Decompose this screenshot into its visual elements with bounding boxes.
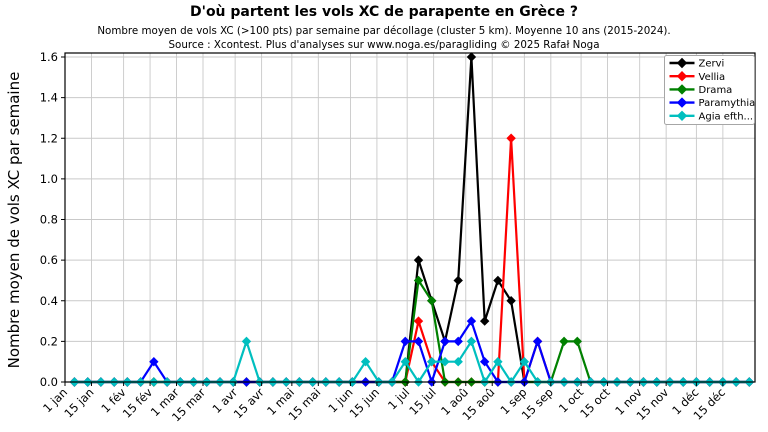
series-marker-paramythia bbox=[532, 336, 543, 347]
series-line-drama bbox=[74, 279, 750, 384]
series-marker-agia-efth- bbox=[519, 356, 530, 367]
series-marker-agia-efth- bbox=[400, 356, 410, 367]
series-marker-agia-efth- bbox=[427, 356, 437, 367]
series-marker-vellia bbox=[413, 316, 424, 326]
x-tick-label: 15 fév bbox=[120, 385, 156, 421]
chart-subtitle: Nombre moyen de vols XC (>100 pts) par s… bbox=[97, 25, 671, 37]
legend-item-label: Zervi bbox=[699, 59, 725, 70]
series-marker-zervi bbox=[413, 255, 424, 265]
series-marker-zervi bbox=[506, 296, 516, 306]
chart-source-credit: Source : Xcontest. Plus d'analyses sur w… bbox=[168, 39, 600, 51]
series-marker-paramythia bbox=[400, 336, 410, 347]
legend-marker bbox=[676, 84, 688, 95]
series-marker-drama bbox=[427, 296, 437, 306]
plot-border bbox=[64, 52, 756, 383]
series-marker-drama bbox=[559, 336, 569, 347]
legend-marker bbox=[676, 97, 688, 108]
series-marker-agia-efth- bbox=[241, 336, 252, 347]
series-marker-paramythia bbox=[479, 356, 490, 367]
x-tick-label: 15 oct bbox=[577, 385, 613, 421]
series-marker-agia-efth- bbox=[360, 356, 371, 367]
series-marker-agia-efth- bbox=[440, 356, 450, 367]
x-tick-label: 15 jul bbox=[406, 385, 439, 418]
y-tick-label: 0.8 bbox=[40, 213, 58, 227]
legend-item-label: Agia efth... bbox=[699, 111, 754, 122]
series-marker-zervi bbox=[479, 316, 490, 326]
series-marker-zervi bbox=[466, 52, 477, 62]
series-marker-agia-efth- bbox=[466, 336, 477, 347]
series-marker-zervi bbox=[453, 275, 463, 286]
series-marker-drama bbox=[572, 336, 583, 347]
legend-box bbox=[664, 55, 755, 125]
y-tick-label: 1.4 bbox=[40, 91, 58, 105]
y-tick-label: 0.2 bbox=[40, 334, 58, 348]
series-marker-paramythia bbox=[453, 336, 463, 347]
x-tick-label: 15 jan bbox=[61, 385, 96, 420]
y-tick-label: 1.0 bbox=[40, 172, 58, 186]
legend-marker bbox=[676, 71, 688, 82]
x-tick-label: 15 avr bbox=[231, 385, 267, 421]
y-tick-label: 0.0 bbox=[40, 375, 58, 389]
series-marker-agia-efth- bbox=[493, 356, 503, 367]
series-marker-paramythia bbox=[440, 336, 450, 347]
y-tick-label: 0.4 bbox=[40, 294, 58, 308]
series-marker-agia-efth- bbox=[453, 356, 463, 367]
series-marker-paramythia bbox=[149, 356, 159, 367]
legend-item-label: Drama bbox=[699, 85, 733, 96]
series-marker-zervi bbox=[493, 275, 503, 286]
y-tick-label: 1.6 bbox=[40, 50, 58, 64]
series-marker-paramythia bbox=[413, 336, 424, 347]
y-tick-label: 1.2 bbox=[40, 131, 58, 145]
x-tick-label: 15 jun bbox=[347, 385, 382, 420]
legend-marker bbox=[676, 57, 688, 69]
series-marker-vellia bbox=[506, 133, 516, 143]
series-marker-paramythia bbox=[466, 316, 477, 326]
legend-item-label: Paramythia bbox=[699, 98, 756, 109]
legend-item-label: Vellia bbox=[699, 72, 726, 83]
y-tick-label: 0.6 bbox=[40, 253, 58, 267]
legend-marker bbox=[676, 110, 688, 121]
chart-title: D'où partent les vols XC de parapente en… bbox=[190, 4, 578, 20]
series-marker-drama bbox=[413, 275, 424, 286]
